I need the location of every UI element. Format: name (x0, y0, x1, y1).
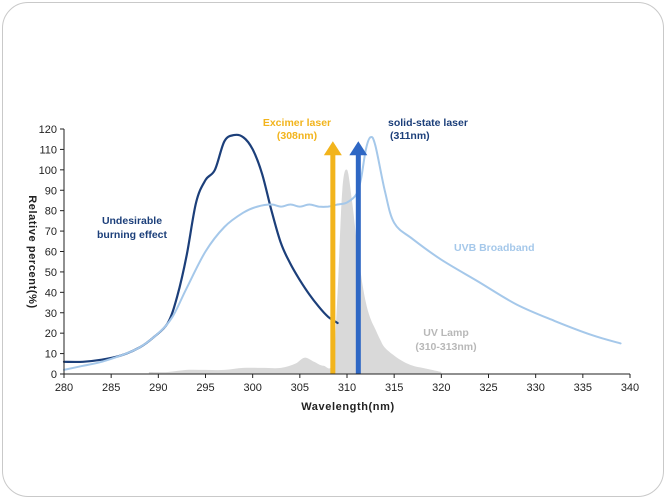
y-tick-label: 120 (39, 124, 57, 136)
tick-layer: 280 285 290 295 300 305 310 315 320 325 330 335 340 0… (39, 124, 640, 394)
excimer-laser-arrow-head (323, 141, 342, 156)
x-tick-label: 305 (291, 382, 309, 394)
y-tick-label: 40 (45, 287, 57, 299)
solid-state-sublabel: (311nm) (390, 130, 430, 142)
solid-state-label: solid-state laser (388, 117, 468, 129)
x-axis-title: Wavelength(nm) (301, 401, 395, 413)
solid-state-laser-arrow-head (349, 141, 368, 156)
uvb-annotation: UVB Broadband (454, 242, 535, 254)
y-tick-label: 60 (45, 247, 57, 259)
uv-lamp-310-313nm-area (148, 169, 442, 374)
x-tick-label: 320 (432, 382, 450, 394)
burning-annotation-line1: Undesirable (102, 215, 162, 227)
y-tick-label: 30 (45, 308, 57, 320)
excimer-sublabel: (308nm) (277, 130, 317, 142)
x-tick-label: 285 (102, 382, 120, 394)
y-tick-label: 50 (45, 267, 57, 279)
y-tick-label: 80 (45, 206, 57, 218)
y-tick-label: 70 (45, 226, 57, 238)
y-tick-label: 20 (45, 328, 57, 340)
x-tick-label: 290 (149, 382, 167, 394)
excimer-label: Excimer laser (263, 117, 331, 129)
lamp-annotation-line1: UV Lamp (423, 327, 469, 339)
x-tick-label: 300 (243, 382, 261, 394)
laser-marker-layer (323, 141, 368, 374)
uvb-broadband-line (63, 135, 622, 371)
y-tick-label: 10 (45, 349, 57, 361)
lamp-annotation-line2: (310-313nm) (415, 341, 476, 353)
x-tick-label: 295 (196, 382, 214, 394)
undesirable-burning-effect-line (62, 133, 339, 364)
x-tick-label: 330 (526, 382, 544, 394)
x-tick-label: 335 (574, 382, 592, 394)
y-tick-label: 100 (39, 165, 57, 177)
x-tick-label: 340 (621, 382, 639, 394)
curve-layer (62, 133, 622, 371)
y-tick-label: 0 (51, 369, 57, 381)
x-tick-label: 315 (385, 382, 403, 394)
burning-annotation-line2: burning effect (97, 229, 168, 241)
x-tick-label: 325 (479, 382, 497, 394)
x-tick-label: 280 (55, 382, 73, 394)
y-axis-title: Relative percent(%) (26, 195, 38, 309)
y-tick-label: 110 (39, 144, 57, 156)
x-tick-label: 310 (338, 382, 356, 394)
y-tick-label: 90 (45, 185, 57, 197)
uv-lamp-layer (148, 169, 442, 374)
